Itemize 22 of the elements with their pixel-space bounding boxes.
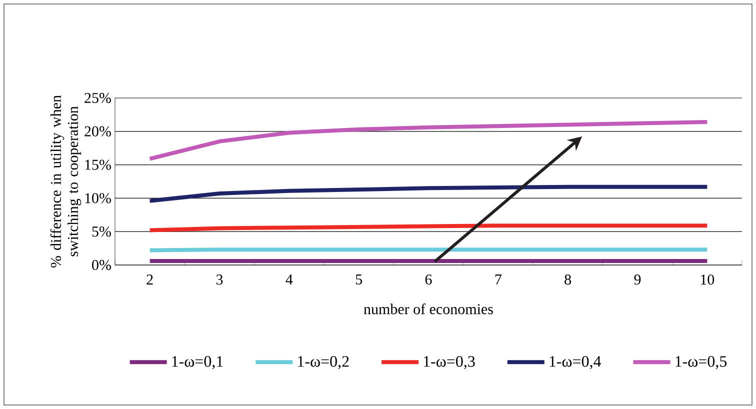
x-tick-label: 5 (356, 274, 362, 284)
x-tick-label: 10 (700, 274, 714, 285)
legend-label: 1-ω=0,3 (424, 356, 475, 370)
y-tick-label: 0% (92, 260, 111, 270)
legend-label: 1-ω=0,4 (550, 356, 602, 370)
legend-label: 1-ω=0,5 (676, 356, 727, 370)
legend-label: 1-ω=0,2 (298, 356, 349, 370)
x-tick-label: 2 (146, 274, 153, 284)
x-tick-label: 7 (495, 274, 502, 284)
x-tick-label: 6 (425, 274, 432, 285)
x-axis-title: number of economies (364, 304, 493, 314)
y-tick-label: 20% (84, 126, 111, 136)
y-tick-label: 10% (85, 193, 111, 204)
y-tick-label: 25% (84, 92, 111, 104)
y-tick-label: 5% (92, 226, 111, 237)
y-axis-title: % difference in utility when switching to cooperation (50, 95, 82, 268)
y-tick-label: 15% (85, 160, 111, 170)
x-tick-label: 9 (634, 274, 641, 285)
x-tick-label: 3 (216, 274, 223, 285)
legend-label: 1-ω=0,1 (172, 356, 223, 370)
x-tick-label: 4 (286, 274, 293, 284)
x-tick-label: 8 (564, 274, 572, 285)
